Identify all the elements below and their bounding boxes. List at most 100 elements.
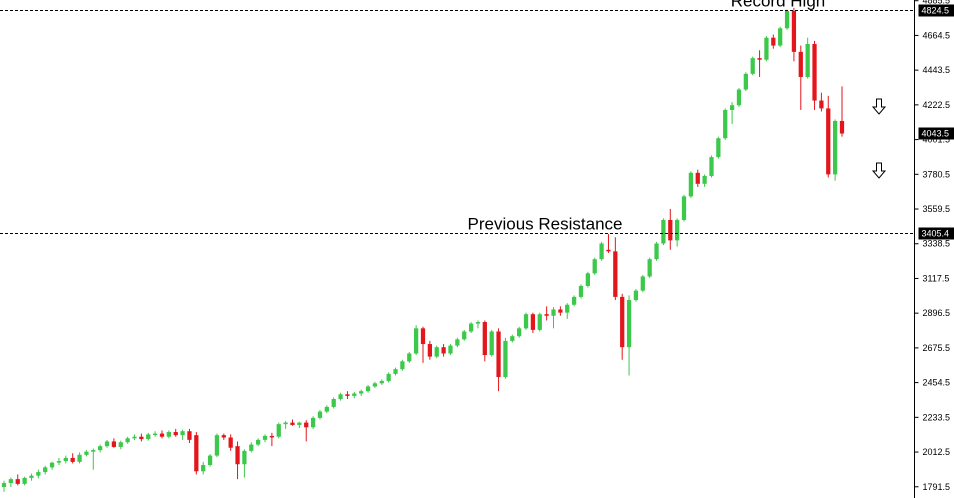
- candle-body: [778, 28, 783, 46]
- candle: [798, 45, 803, 110]
- candle-body: [201, 465, 206, 472]
- candle: [77, 452, 82, 464]
- candle: [743, 72, 748, 92]
- candle-body: [317, 411, 323, 418]
- candle: [647, 257, 652, 279]
- candle: [723, 108, 728, 140]
- candle: [207, 454, 213, 467]
- candle-body: [427, 344, 432, 357]
- y-tick-label: 2454.5: [923, 378, 951, 388]
- candle: [633, 289, 639, 302]
- candle: [256, 438, 261, 447]
- candle: [310, 416, 316, 429]
- candle-body: [393, 369, 398, 374]
- candle-body: [132, 436, 137, 439]
- candle-body: [166, 432, 171, 437]
- candle: [496, 328, 501, 392]
- record-high-price-label: 4824.5: [922, 6, 950, 16]
- candle-body: [654, 243, 659, 260]
- candle-body: [585, 273, 590, 286]
- candle: [688, 171, 694, 198]
- candle-body: [104, 441, 110, 447]
- candle: [826, 95, 831, 178]
- candle: [558, 306, 563, 316]
- candle: [283, 421, 288, 429]
- candle: [352, 391, 357, 399]
- candle: [118, 440, 123, 450]
- candle: [166, 430, 171, 439]
- candle: [427, 340, 432, 360]
- candle-body: [750, 58, 755, 74]
- candle-body: [331, 399, 336, 407]
- candle: [592, 257, 597, 275]
- candle-body: [8, 479, 13, 484]
- candle-body: [187, 431, 192, 440]
- candle-body: [118, 442, 123, 447]
- candle: [544, 306, 549, 321]
- y-tick-label: 3780.5: [923, 169, 951, 179]
- candle: [359, 389, 364, 396]
- candle: [393, 367, 398, 376]
- candle-body: [152, 433, 158, 436]
- candle-body: [256, 439, 261, 445]
- candle: [441, 344, 446, 357]
- candle-body: [304, 422, 309, 428]
- candle: [606, 234, 611, 253]
- candle: [661, 218, 666, 246]
- candles-layer: [1, 7, 845, 492]
- candle-body: [324, 406, 329, 412]
- candle: [771, 34, 776, 49]
- candle-body: [812, 43, 817, 101]
- candle-body: [455, 339, 460, 346]
- candle: [84, 450, 89, 457]
- candle: [729, 102, 735, 125]
- candle-body: [379, 380, 384, 384]
- candle: [551, 307, 556, 329]
- candle-body: [338, 394, 343, 400]
- candle-body: [400, 361, 405, 370]
- y-tick-label: 3559.5: [923, 204, 951, 214]
- y-tick-label: 3117.5: [923, 273, 950, 283]
- candle: [201, 461, 206, 475]
- candle-body: [633, 290, 639, 301]
- candle: [750, 56, 755, 76]
- candle: [43, 465, 48, 475]
- current-price-label: 4043.5: [922, 129, 950, 139]
- candle: [839, 86, 845, 137]
- candle: [736, 87, 742, 107]
- candle: [338, 392, 343, 401]
- down-arrow-icon: [871, 162, 887, 179]
- candle-body: [407, 353, 412, 362]
- candle: [235, 441, 240, 480]
- candle: [104, 439, 110, 448]
- candle: [139, 433, 144, 442]
- current-price-tag: [918, 127, 954, 140]
- candle-body: [833, 120, 838, 175]
- candle-body: [22, 477, 27, 484]
- candle: [833, 119, 838, 181]
- candle: [345, 391, 350, 400]
- candle-body: [207, 455, 213, 466]
- candle: [764, 36, 769, 62]
- candle-body: [310, 417, 316, 428]
- candle-body: [489, 331, 494, 356]
- candle: [365, 384, 371, 393]
- candle: [214, 433, 220, 458]
- candle: [791, 7, 797, 62]
- candle: [613, 237, 618, 301]
- candle-body: [372, 383, 378, 387]
- candle: [620, 293, 625, 360]
- candle: [805, 37, 810, 79]
- candle-body: [764, 37, 769, 60]
- candle-body: [146, 434, 151, 440]
- candle-body: [482, 322, 487, 356]
- candle: [482, 320, 487, 362]
- candle-body: [571, 296, 577, 305]
- candle-body: [565, 304, 570, 313]
- candle-body: [510, 336, 515, 341]
- candle-body: [757, 58, 762, 60]
- candle-body: [661, 219, 666, 244]
- candle-body: [214, 435, 220, 456]
- price-axis: 4885.5 4664.5 4443.5 4222.5 4001.5 3780.5 3559…: [914, 0, 954, 492]
